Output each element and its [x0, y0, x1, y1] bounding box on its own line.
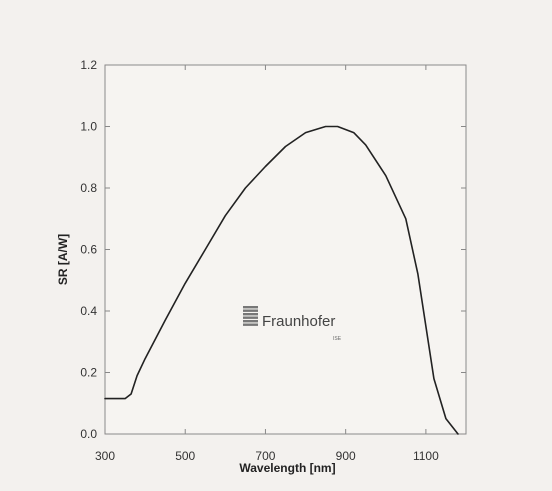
y-tick-label: 0.0	[80, 427, 97, 441]
x-tick-label: 900	[336, 449, 356, 463]
y-tick-label: 1.2	[80, 58, 97, 72]
fraunhofer-logo-icon	[243, 306, 258, 326]
y-tick-label: 0.4	[80, 304, 97, 318]
y-tick-label: 0.8	[80, 181, 97, 195]
fraunhofer-logo-text: Fraunhofer	[262, 313, 335, 330]
spectral-response-curve	[104, 125, 459, 435]
x-tick-label: 1100	[413, 449, 439, 463]
plot-frame	[104, 64, 467, 435]
y-tick-label: 0.2	[80, 366, 97, 380]
y-tick-label: 1.0	[80, 120, 97, 134]
fraunhofer-logo: Fraunhofer ISE	[243, 306, 342, 342]
x-tick-label: 500	[175, 449, 195, 463]
x-axis-label: Wavelength [nm]	[239, 461, 335, 475]
x-tick-label: 700	[255, 449, 275, 463]
y-tick-label: 0.6	[80, 243, 97, 257]
y-axis-label: SR [A/W]	[56, 234, 70, 285]
fraunhofer-logo-subtext: ISE	[333, 336, 342, 342]
x-tick-label: 300	[95, 449, 115, 463]
